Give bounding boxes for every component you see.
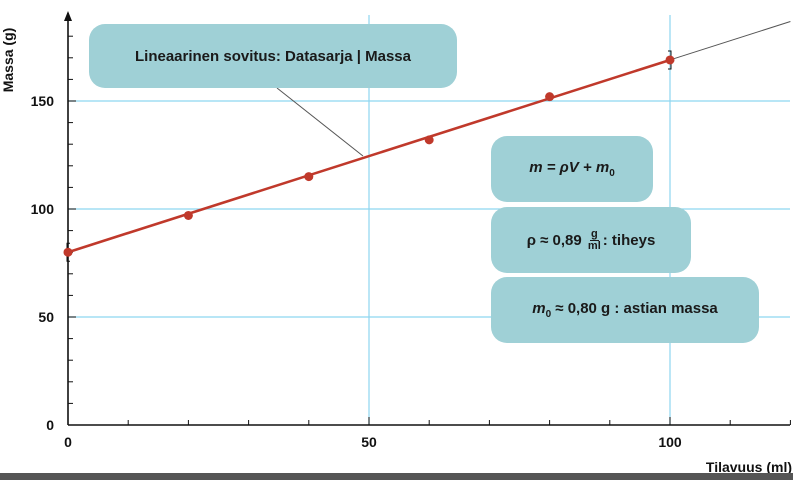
density-pre: ρ ≈ 0,89 <box>526 231 586 249</box>
y-tick-label-50: 50 <box>38 309 54 325</box>
y-tick-label-0: 0 <box>46 417 54 433</box>
y-tick-label-150: 150 <box>31 93 55 109</box>
data-point-0-5 <box>665 55 675 65</box>
x-tick-label-100: 100 <box>658 434 682 450</box>
equation-text: m = ρV + m0 <box>529 159 615 179</box>
density-unit-den: ml <box>587 239 601 252</box>
fit-label-callout-line <box>276 87 364 157</box>
data-points <box>63 55 675 257</box>
x-axis-label: Tilavuus (ml) <box>706 459 792 475</box>
container-mass-text: m0 ≈ 0,80 g : astian massa <box>532 300 718 320</box>
fit-label-box: Lineaarinen sovitus: Datasarja | Massa <box>89 24 457 88</box>
density-unit-fraction: g ml <box>587 227 601 252</box>
equation-m0: m <box>595 159 610 176</box>
tick-labels: 0 50 100 0 50 100 150 <box>31 93 682 450</box>
y-tick-label-100: 100 <box>31 201 55 217</box>
container-mass-box: m0 ≈ 0,80 g : astian massa <box>491 277 759 343</box>
fit-label-text: Lineaarinen sovitus: Datasarja | Massa <box>135 47 411 65</box>
x-tick-label-0: 0 <box>64 434 72 450</box>
equation-sub0: 0 <box>609 168 615 179</box>
equation-box: m = ρV + m0 <box>491 136 653 202</box>
equation-m: m <box>529 159 543 176</box>
data-point-0-1 <box>183 210 193 220</box>
data-point-0-0 <box>63 247 73 257</box>
fit-line <box>67 58 671 254</box>
density-text: ρ ≈ 0,89 g ml : tiheys <box>526 227 656 252</box>
density-box: ρ ≈ 0,89 g ml : tiheys <box>491 207 691 273</box>
tick-marks <box>67 35 791 426</box>
data-point-0-3 <box>424 135 434 145</box>
mass0-post: ≈ 0,80 g : astian massa <box>551 300 718 317</box>
mass0-m: m <box>532 300 546 317</box>
data-point-0-2 <box>304 172 314 182</box>
density-unit-num: g <box>589 227 599 241</box>
x-tick-label-50: 50 <box>361 434 377 450</box>
y-axis-arrow <box>64 11 72 21</box>
data-point-0-4 <box>545 92 555 102</box>
equation-body: = ρV + <box>542 159 596 176</box>
mass0-sub: 0 <box>545 309 552 320</box>
fit-line-extension <box>669 21 791 61</box>
density-post: : tiheys <box>602 231 656 249</box>
footer-bar <box>0 473 793 480</box>
y-axis-label: Massa (g) <box>0 28 16 93</box>
